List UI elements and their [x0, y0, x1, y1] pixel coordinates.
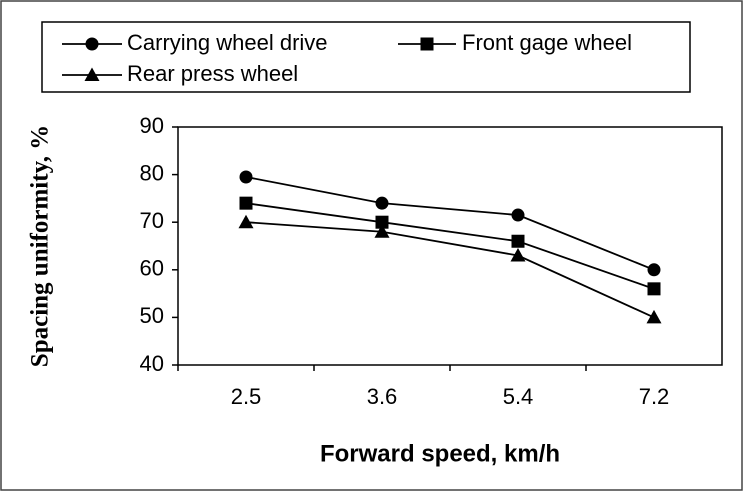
marker	[647, 263, 661, 277]
x-tick-label: 2.5	[231, 384, 262, 409]
y-tick-label: 90	[140, 113, 164, 138]
y-tick-label: 70	[140, 208, 164, 233]
series-line	[245, 221, 655, 319]
marker	[511, 208, 525, 222]
y-tick-label: 60	[140, 256, 164, 281]
marker	[375, 215, 389, 229]
marker	[420, 37, 434, 51]
legend-box	[41, 21, 691, 93]
marker	[511, 234, 525, 248]
marker	[647, 282, 661, 296]
marker	[239, 196, 253, 210]
x-axis-label: Forward speed, km/h	[320, 440, 560, 467]
marker	[375, 196, 389, 210]
x-tick-label: 5.4	[503, 384, 534, 409]
marker	[646, 309, 662, 324]
marker	[239, 170, 253, 184]
x-tick-label: 7.2	[639, 384, 670, 409]
legend-label: Rear press wheel	[127, 61, 298, 86]
series-line	[245, 176, 655, 271]
y-tick-label: 80	[140, 160, 164, 185]
y-tick-label: 40	[140, 351, 164, 376]
series-line	[245, 202, 655, 290]
marker	[510, 248, 526, 262]
legend-label: Carrying wheel drive	[127, 30, 328, 55]
y-tick-label: 50	[140, 303, 164, 328]
x-tick-label: 3.6	[367, 384, 398, 409]
marker	[238, 214, 254, 229]
marker	[85, 37, 99, 51]
y-axis-label: Spacing uniformity, %	[27, 125, 54, 367]
legend-label: Front gage wheel	[462, 30, 632, 55]
marker	[374, 224, 390, 238]
marker	[84, 67, 100, 81]
